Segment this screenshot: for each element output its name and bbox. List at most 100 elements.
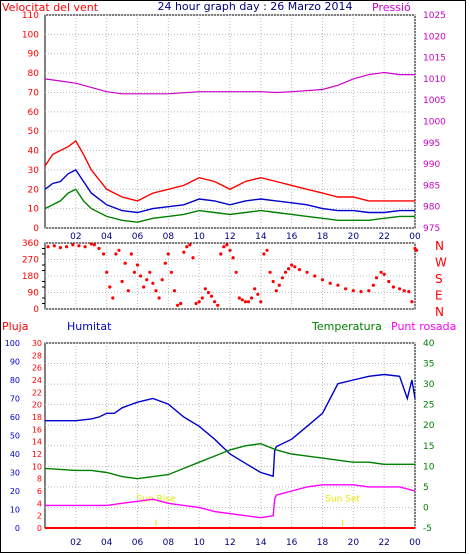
temperature-tick-label: 10 <box>423 462 435 472</box>
direction-tick-label: 270 <box>22 256 39 266</box>
direction-point <box>234 270 238 274</box>
wind-tick-label: 110 <box>22 11 39 21</box>
compass-label: N <box>435 305 444 319</box>
pressure-tick-label: 1010 <box>423 75 446 85</box>
direction-point <box>108 285 112 289</box>
wind-tick-label: 60 <box>28 108 40 118</box>
pressure-tick-label: 1015 <box>423 54 446 64</box>
direction-point <box>46 245 50 249</box>
direction-point <box>209 294 214 298</box>
rain-tick-label: 24 <box>32 376 42 385</box>
pressure-tick-label: 980 <box>423 203 440 213</box>
direction-point <box>328 281 332 285</box>
series-line-dewpoint <box>45 484 416 519</box>
direction-point <box>200 296 204 300</box>
wind-tick-label: 20 <box>28 185 40 195</box>
x-tick-label: 02 <box>70 538 81 548</box>
rain-tick-label: 12 <box>32 450 42 459</box>
compass-label: N <box>435 239 444 253</box>
sun-annotation: Sun Rise <box>137 494 176 504</box>
rain-tick-label: 0 <box>37 524 42 533</box>
wind-tick-label: 70 <box>28 88 40 98</box>
direction-point <box>123 261 127 265</box>
x-tick-label: 20 <box>348 232 360 242</box>
direction-point <box>129 252 133 256</box>
compass-label: S <box>435 272 443 286</box>
direction-point <box>102 252 106 256</box>
wind-tick-label: 90 <box>28 50 40 60</box>
direction-point <box>351 289 355 293</box>
direction-point <box>83 245 87 249</box>
direction-point <box>253 287 257 291</box>
x-tick-label: 16 <box>286 232 298 242</box>
direction-point <box>139 274 143 278</box>
temperature-tick-label: 5 <box>423 483 429 493</box>
direction-point <box>274 289 278 293</box>
direction-point <box>188 243 192 247</box>
temperature-axis-label: Temperatura <box>311 320 382 333</box>
pressure-tick-label: 985 <box>423 181 440 191</box>
direction-point <box>120 279 124 284</box>
direction-point <box>77 244 81 248</box>
direction-point <box>222 245 226 249</box>
direction-point <box>271 279 275 284</box>
wind-pressure-panel: 0102030405060708090100110975980985990995… <box>22 11 446 242</box>
direction-point <box>148 270 152 274</box>
direction-point <box>379 270 383 274</box>
x-tick-label: 16 <box>286 538 298 548</box>
sun-annotation: Sun Set <box>325 494 360 504</box>
chart-title: 24 hour graph day : 26 Marzo 2014 <box>157 0 352 13</box>
direction-point <box>157 296 161 300</box>
direction-point <box>344 287 348 291</box>
humidity-tick-label: 80 <box>10 376 20 385</box>
direction-point <box>151 281 155 285</box>
direction-point <box>145 278 149 282</box>
x-tick-label: 08 <box>163 232 175 242</box>
direction-point <box>52 244 56 248</box>
humidity-tick-label: 40 <box>10 450 20 459</box>
pressure-tick-label: 1000 <box>423 118 446 128</box>
x-tick-label: 06 <box>132 538 144 548</box>
humidity-tick-label: 90 <box>10 358 20 367</box>
direction-point <box>132 270 136 274</box>
rain-tick-label: 10 <box>32 462 42 471</box>
wind-tick-label: 80 <box>28 69 40 79</box>
series-line-gust <box>44 139 415 202</box>
x-tick-label: 14 <box>255 538 267 548</box>
direction-point <box>256 292 260 296</box>
x-tick-label: 06 <box>132 232 144 242</box>
direction-point <box>213 300 217 304</box>
x-tick-label: 04 <box>101 538 113 548</box>
direction-point <box>320 278 325 282</box>
x-tick-label: 02 <box>70 232 81 242</box>
direction-point <box>105 270 109 274</box>
rain-axis-label: Pluja <box>2 320 28 333</box>
pressure-tick-label: 1020 <box>423 32 446 42</box>
direction-point <box>374 276 379 280</box>
direction-point <box>92 243 96 247</box>
direction-point <box>359 290 363 294</box>
direction-point <box>142 285 146 289</box>
direction-point <box>277 283 281 287</box>
direction-point <box>293 265 297 269</box>
rain-tick-label: 30 <box>32 339 42 348</box>
humidity-tick-label: 70 <box>10 395 20 404</box>
direction-point <box>206 290 210 295</box>
series-line-humidity <box>45 373 416 478</box>
direction-point <box>371 283 375 287</box>
x-tick-label: 18 <box>317 538 329 548</box>
direction-point <box>176 303 180 307</box>
series-line-min <box>44 188 415 223</box>
pressure-axis-label: Pressió <box>372 1 411 14</box>
pressure-tick-label: 990 <box>423 160 440 170</box>
temperature-tick-label: 40 <box>423 339 435 349</box>
temperature-tick-label: 35 <box>423 360 434 370</box>
humidity-tick-label: 60 <box>10 413 20 422</box>
direction-point <box>166 252 170 256</box>
direction-point <box>283 270 288 274</box>
temperature-tick-label: 0 <box>423 503 429 513</box>
direction-point <box>179 301 183 306</box>
rain-tick-label: 16 <box>32 425 42 434</box>
direction-point <box>297 268 301 272</box>
plot-area <box>44 14 416 229</box>
